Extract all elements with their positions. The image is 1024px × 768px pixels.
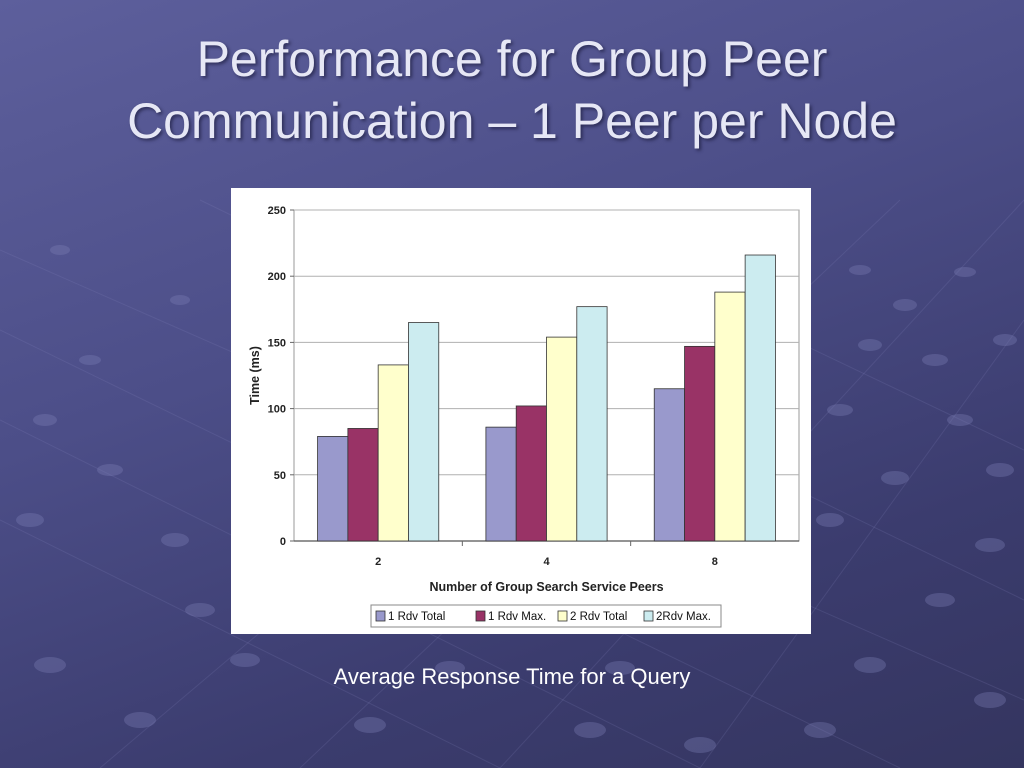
legend-label: 1 Rdv Max.: [488, 611, 546, 623]
slide-title-line-2: Communication – 1 Peer per Node: [127, 93, 897, 149]
slide-title: Performance for Group Peer Communication…: [0, 28, 1024, 152]
bar: [317, 436, 349, 542]
legend-label: 2 Rdv Total: [570, 611, 627, 623]
y-tick-label: 150: [268, 337, 286, 349]
x-axis-label: Number of Group Search Service Peers: [429, 580, 663, 594]
bar: [576, 306, 608, 542]
y-tick-label: 50: [274, 470, 286, 482]
bar-chart: 0 50 100 150 200 250 2 4 8 Number of Group Search…: [248, 205, 800, 628]
legend-swatch: [643, 610, 654, 622]
legend-swatch: [557, 610, 568, 622]
y-tick-label: 100: [268, 404, 286, 416]
y-tick-label: 0: [280, 536, 286, 548]
legend-box: [370, 604, 722, 628]
y-tick-label: 250: [268, 205, 286, 217]
chart-panel: 0 50 100 150 200 250 2 4 8 Number of Group Search…: [231, 188, 811, 634]
legend-swatch: [375, 610, 386, 622]
bar: [515, 405, 547, 542]
x-tick-label: 2: [375, 556, 381, 568]
y-tick-label: 200: [268, 271, 286, 283]
bar: [684, 345, 716, 542]
slide-title-line-1: Performance for Group Peer: [196, 31, 828, 87]
bar: [377, 364, 409, 542]
legend-label: 2Rdv Max.: [656, 611, 711, 623]
y-axis-label: Time (ms): [248, 346, 262, 405]
chart-caption: Average Response Time for a Query: [333, 664, 691, 689]
bar: [485, 426, 517, 542]
x-tick-label: 8: [712, 556, 718, 568]
legend-label: 1 Rdv Total: [388, 611, 445, 623]
bar: [744, 254, 776, 542]
bar: [653, 388, 685, 542]
legend-swatch: [475, 610, 486, 622]
x-tick-label: 4: [543, 556, 550, 568]
bar: [347, 428, 379, 542]
bar: [408, 322, 440, 542]
bar: [714, 291, 746, 542]
bar: [546, 336, 578, 542]
